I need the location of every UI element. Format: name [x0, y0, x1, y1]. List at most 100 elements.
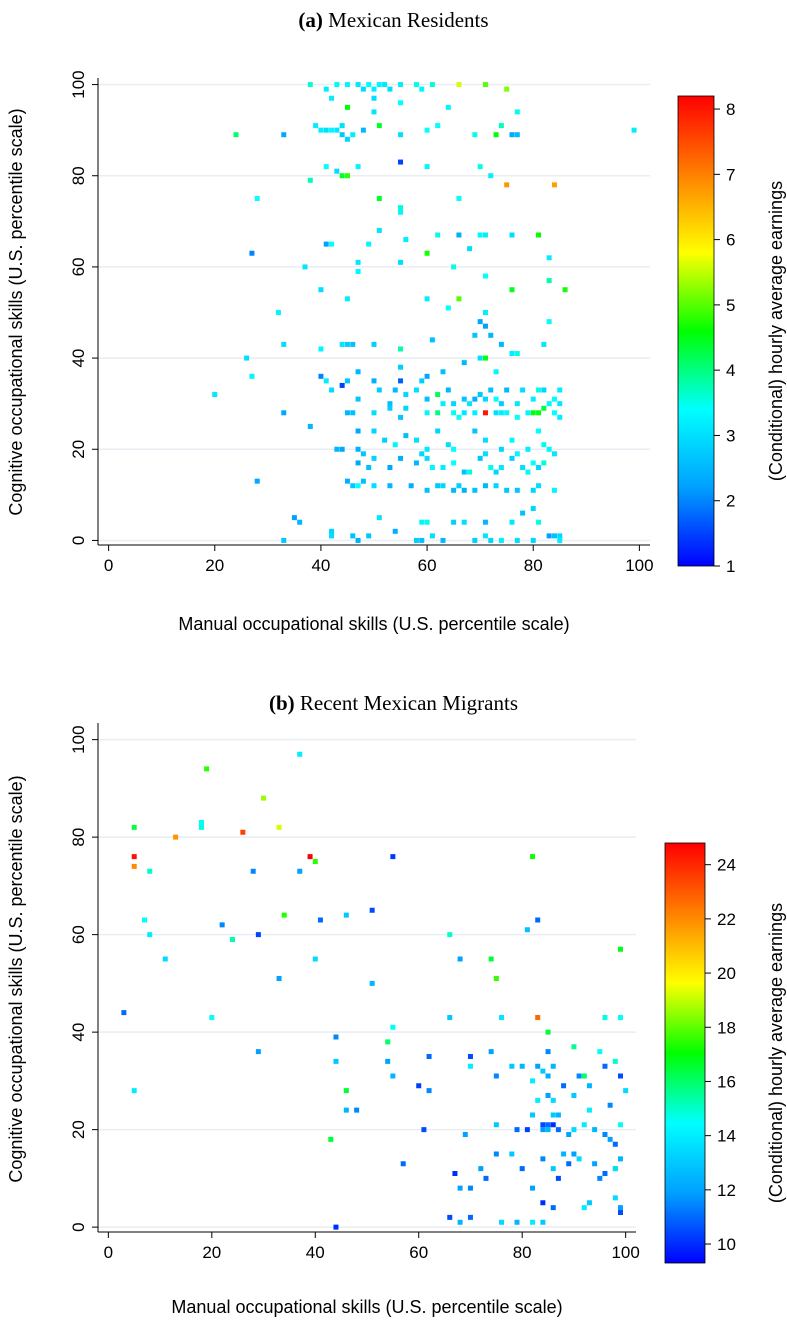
scatter-point	[498, 410, 504, 416]
colorbar	[677, 95, 715, 567]
scatter-point	[530, 396, 536, 402]
scatter-point	[477, 164, 483, 170]
scatter-point	[536, 465, 542, 470]
scatter-point	[403, 433, 409, 439]
scatter-point	[617, 1073, 623, 1079]
scatter-point	[398, 205, 404, 211]
scatter-point	[461, 469, 467, 475]
scatter-point	[297, 519, 303, 525]
scatter-point	[209, 1015, 215, 1020]
scatter-point	[339, 341, 345, 347]
scatter-point	[392, 528, 398, 534]
y-tick-label: 20	[69, 1120, 88, 1139]
scatter-point	[456, 414, 462, 420]
scatter-point	[131, 1088, 137, 1094]
scatter-point	[520, 387, 526, 393]
scatter-point	[571, 1127, 577, 1133]
scatter-point	[551, 451, 557, 457]
scatter-point	[551, 182, 557, 188]
scatter-point	[535, 1015, 541, 1020]
scatter-point	[329, 528, 335, 534]
scatter-point	[355, 396, 361, 402]
scatter-point	[162, 956, 168, 962]
scatter-point	[550, 1122, 556, 1128]
y-tick-label: 60	[69, 925, 88, 944]
scatter-point	[403, 405, 409, 411]
scatter-point	[457, 1219, 463, 1225]
scatter-point	[445, 305, 451, 311]
scatter-point	[566, 1161, 572, 1167]
scatter-point	[514, 1219, 520, 1225]
x-tick-label: 100	[625, 556, 653, 575]
scatter-point	[612, 1058, 618, 1064]
scatter-point	[482, 82, 488, 88]
y-tick-label: 80	[69, 166, 88, 185]
scatter-point	[281, 341, 287, 347]
scatter-point	[478, 1166, 484, 1172]
scatter-point	[333, 1224, 339, 1230]
scatter-point	[424, 396, 430, 402]
scatter-point	[376, 123, 382, 129]
scatter-point	[509, 287, 515, 293]
scatter-point	[355, 460, 361, 466]
scatter-point	[318, 373, 324, 379]
scatter-point	[398, 259, 404, 265]
scatter-point	[355, 483, 361, 489]
scatter-point	[467, 1054, 473, 1059]
scatter-point	[233, 132, 239, 138]
scatter-point	[482, 519, 488, 525]
scatter-point	[344, 296, 350, 302]
scatter-point	[424, 487, 430, 493]
scatter-point	[445, 387, 451, 393]
scatter-point	[623, 1088, 629, 1094]
scatter-point	[482, 310, 488, 315]
scatter-point	[499, 1219, 504, 1225]
scatter-point	[602, 1132, 608, 1137]
scatter-point	[493, 1151, 499, 1157]
scatter-point	[344, 173, 350, 179]
scatter-point	[355, 268, 361, 274]
scatter-point	[525, 410, 531, 416]
scatter-point	[333, 1058, 339, 1064]
scatter-point	[400, 1161, 406, 1167]
scatter-point	[451, 410, 457, 416]
scatter-point	[369, 980, 375, 986]
scatter-point	[376, 196, 382, 202]
scatter-point	[557, 387, 563, 393]
scatter-point	[355, 369, 361, 375]
scatter-point	[488, 956, 494, 962]
scatter-point	[371, 378, 377, 384]
scatter-point	[329, 387, 335, 393]
scatter-point	[541, 442, 547, 448]
scatter-point	[435, 392, 441, 398]
scatter-point	[546, 319, 552, 325]
scatter-point	[493, 132, 499, 138]
scatter-point	[419, 537, 425, 543]
scatter-point	[586, 1083, 592, 1089]
scatter-point	[530, 1219, 536, 1225]
chart-a: 0 20 40 60 80 100 0 20 40 60 80 100 Manual occupatio…	[6, 70, 786, 634]
scatter-point	[520, 465, 526, 470]
scatter-point	[612, 1166, 618, 1172]
scatter-point	[540, 1156, 546, 1162]
scatter-point	[398, 364, 404, 370]
scatter-point	[535, 917, 541, 923]
scatter-point	[472, 410, 478, 416]
scatter-point	[398, 82, 404, 88]
colorbar-tick-label: 6	[726, 231, 735, 250]
scatter-point	[371, 95, 377, 101]
scatter-point	[323, 86, 329, 92]
scatter-point	[366, 82, 372, 88]
scatter-point	[482, 355, 488, 361]
y-tick-label: 40	[69, 1023, 88, 1042]
scatter-point	[536, 519, 542, 525]
scatter-point	[472, 537, 478, 543]
scatter-point	[461, 396, 467, 402]
scatter-point	[376, 515, 382, 521]
scatter-point	[545, 1093, 551, 1098]
scatter-point	[540, 1219, 546, 1225]
scatter-point	[551, 396, 557, 402]
scatter-point	[477, 232, 483, 238]
scatter-point	[275, 310, 281, 315]
scatter-point	[452, 1171, 458, 1176]
